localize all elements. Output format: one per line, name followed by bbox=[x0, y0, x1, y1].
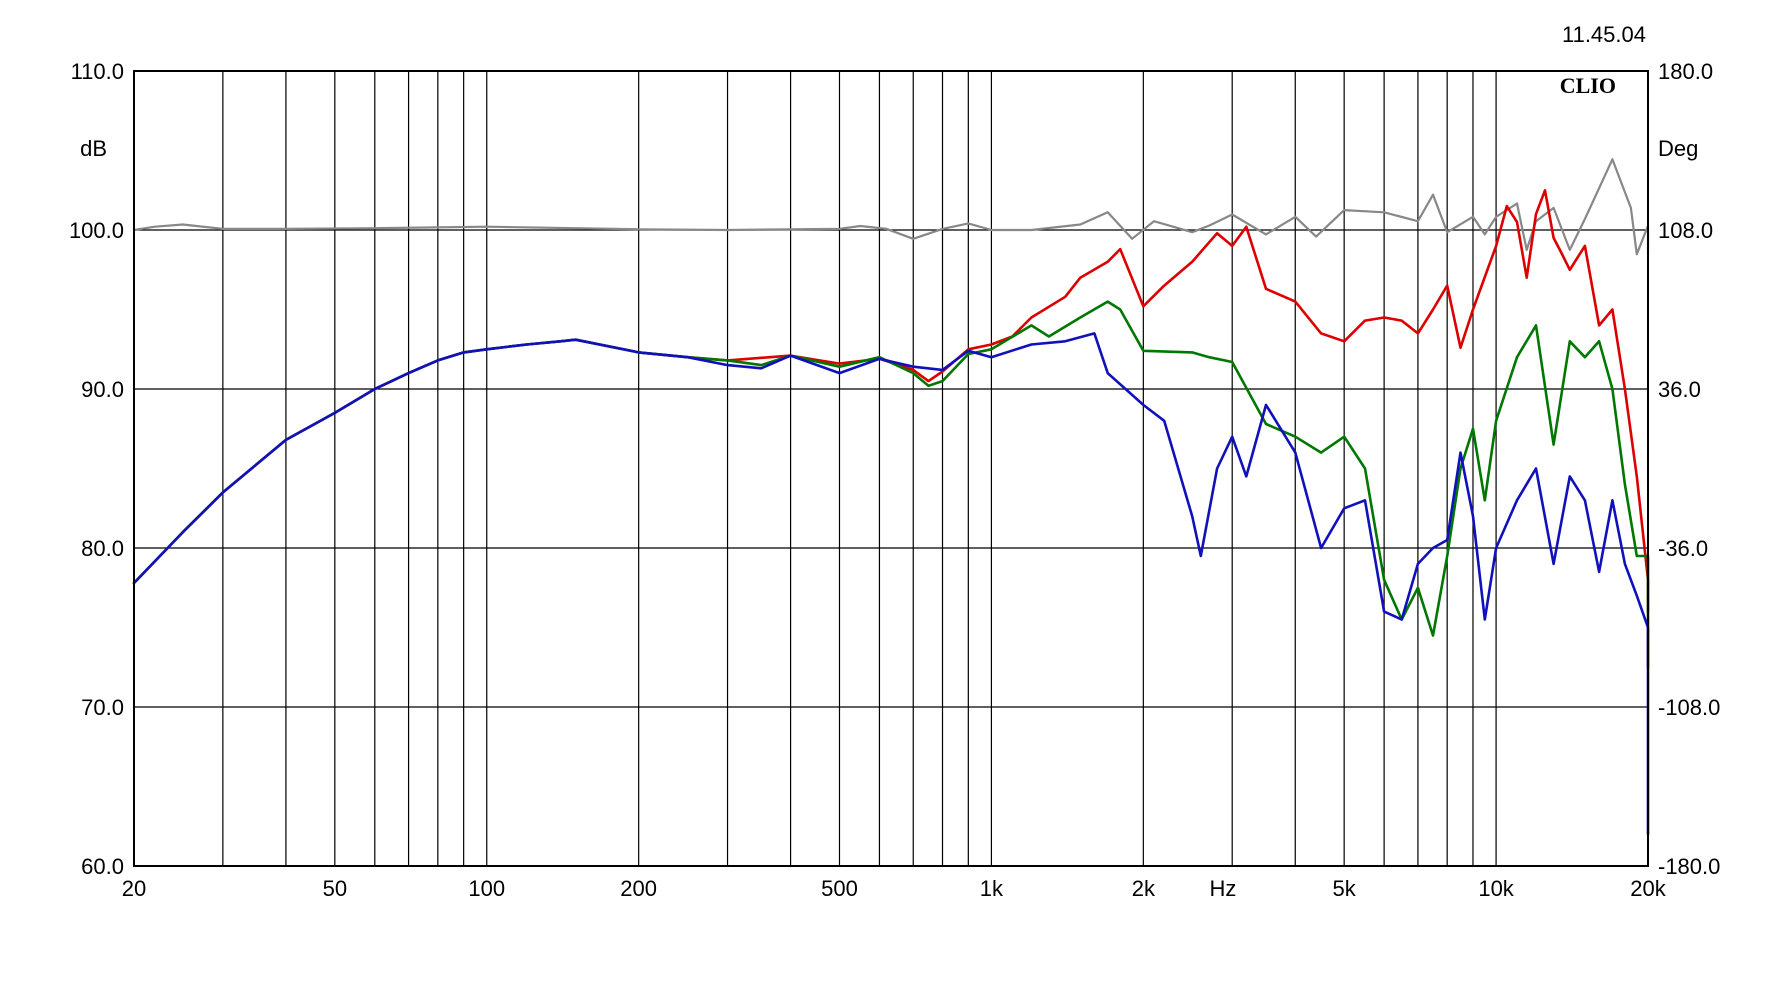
x-tick-label: 500 bbox=[821, 876, 858, 901]
timestamp: 11.45.04 bbox=[1562, 22, 1646, 47]
x-tick-label: 50 bbox=[323, 876, 347, 901]
x-axis-label: Hz bbox=[1210, 876, 1237, 901]
x-tick-label: 100 bbox=[468, 876, 505, 901]
y2-tick-label: -108.0 bbox=[1658, 695, 1720, 720]
y2-tick-label: -180.0 bbox=[1658, 854, 1720, 879]
clio-logo: CLIO bbox=[1560, 73, 1616, 98]
x-tick-label: 1k bbox=[980, 876, 1004, 901]
y2-tick-label: -36.0 bbox=[1658, 536, 1708, 561]
y-tick-label: 70.0 bbox=[81, 695, 124, 720]
series-layer bbox=[132, 158, 1650, 836]
y-tick-label: 100.0 bbox=[69, 218, 124, 243]
plot-frame bbox=[133, 70, 1649, 867]
y2-tick-label: 180.0 bbox=[1658, 59, 1713, 84]
series-line-4 bbox=[132, 332, 1650, 836]
y2-tick-label: 108.0 bbox=[1658, 218, 1713, 243]
y-tick-label: 110.0 bbox=[71, 59, 124, 84]
grid bbox=[134, 71, 1648, 866]
x-tick-label: 200 bbox=[620, 876, 657, 901]
left-axis-ticks: 60.0 70.0 80.0 90.0 100.0 110.0 bbox=[69, 59, 124, 879]
y-tick-label: 60.0 bbox=[81, 854, 124, 879]
x-tick-label: 20 bbox=[122, 876, 146, 901]
left-axis-label: dB bbox=[80, 136, 107, 161]
y-tick-label: 90.0 bbox=[81, 377, 124, 402]
x-tick-label: 5k bbox=[1333, 876, 1357, 901]
right-axis-label: Deg bbox=[1658, 136, 1698, 161]
x-axis-ticks: 20 50 100 200 500 1k 2k 5k 10k 20k bbox=[122, 876, 1667, 901]
right-axis-ticks: -180.0 -108.0 -36.0 36.0 108.0 180.0 bbox=[1658, 59, 1720, 879]
y2-tick-label: 36.0 bbox=[1658, 377, 1701, 402]
x-tick-label: 20k bbox=[1630, 876, 1666, 901]
x-tick-label: 2k bbox=[1132, 876, 1156, 901]
series-line-1 bbox=[132, 158, 1650, 256]
y-tick-label: 80.0 bbox=[81, 536, 124, 561]
x-tick-label: 10k bbox=[1478, 876, 1514, 901]
